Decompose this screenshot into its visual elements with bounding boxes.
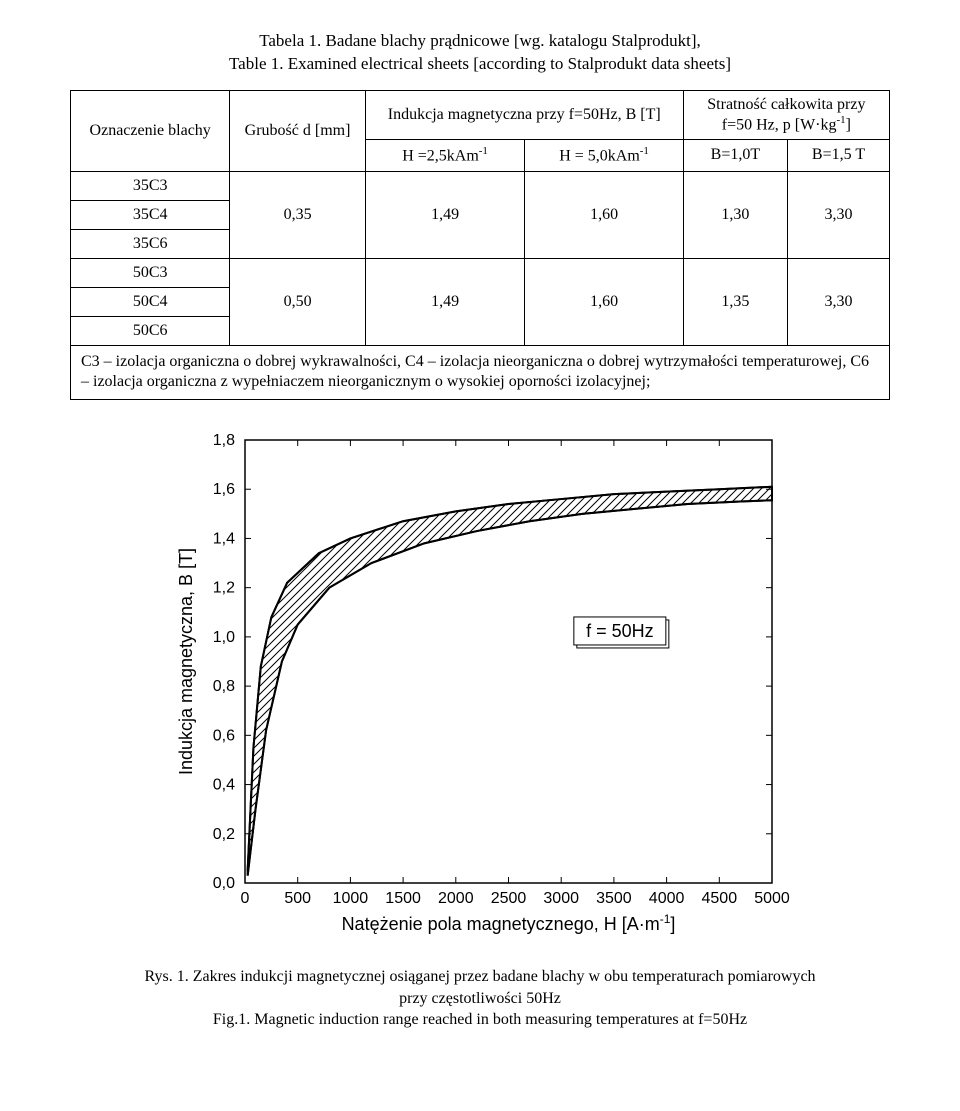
svg-text:0: 0 (241, 890, 250, 907)
table-title: Tabela 1. Badane blachy prądnicowe [wg. … (70, 30, 890, 76)
svg-text:1,4: 1,4 (213, 531, 235, 548)
th-b10: B=1,0T (683, 140, 787, 171)
svg-text:1,2: 1,2 (213, 580, 235, 597)
th-oznaczenie: Oznaczenie blachy (71, 90, 230, 171)
th-stratnosc-group: Stratność całkowita przy f=50 Hz, p [W·k… (683, 90, 889, 139)
cell-h50: 1,60 (525, 171, 683, 258)
cell-label: 35C3 (71, 171, 230, 200)
figure-caption: Rys. 1. Zakres indukcji magnetycznej osi… (70, 966, 890, 1031)
table-row: 50C3 0,50 1,49 1,60 1,35 3,30 (71, 258, 890, 287)
th-indukcja-group: Indukcja magnetyczna przy f=50Hz, B [T] (365, 90, 683, 139)
chart-container: 0 500 1000 1500 2000 2500 3000 3500 4000 4500 5000… (70, 428, 890, 948)
svg-text:3500: 3500 (596, 890, 632, 907)
cell-p10: 1,35 (683, 258, 787, 345)
table-body: 35C3 0,35 1,49 1,60 1,30 3,30 35C4 35C6 … (71, 171, 890, 400)
data-table: Oznaczenie blachy Grubość d [mm] Indukcj… (70, 90, 890, 400)
svg-text:Natężenie pola magnetycznego,: Natężenie pola magnetycznego, H [A·m-1] (342, 912, 676, 934)
svg-text:500: 500 (284, 890, 311, 907)
svg-text:f = 50Hz: f = 50Hz (586, 621, 654, 641)
svg-text:0,8: 0,8 (213, 678, 235, 695)
cell-p10: 1,30 (683, 171, 787, 258)
cell-h25: 1,49 (365, 171, 525, 258)
svg-text:4000: 4000 (649, 890, 685, 907)
table-footnote-row: C3 – izolacja organiczna o dobrej wykraw… (71, 345, 890, 400)
cell-label: 50C3 (71, 258, 230, 287)
svg-text:3000: 3000 (543, 890, 579, 907)
table-title-pl: Tabela 1. Badane blachy prądnicowe [wg. … (70, 30, 890, 53)
th-grubosc: Grubość d [mm] (230, 90, 365, 171)
table-row: 35C3 0,35 1,49 1,60 1,30 3,30 (71, 171, 890, 200)
cell-label: 50C6 (71, 316, 230, 345)
svg-text:4500: 4500 (702, 890, 738, 907)
cell-d: 0,50 (230, 258, 365, 345)
caption-en: Fig.1. Magnetic induction range reached … (70, 1009, 890, 1031)
th-h50: H = 5,0kAm-1 (525, 140, 683, 171)
caption-pl-b: przy częstotliwości 50Hz (70, 988, 890, 1010)
cell-p15: 3,30 (788, 171, 890, 258)
cell-label: 35C6 (71, 229, 230, 258)
svg-text:2500: 2500 (491, 890, 527, 907)
th-h25: H =2,5kAm-1 (365, 140, 525, 171)
svg-text:1000: 1000 (333, 890, 369, 907)
svg-text:1,8: 1,8 (213, 432, 235, 449)
svg-text:0,6: 0,6 (213, 727, 235, 744)
svg-text:1,6: 1,6 (213, 481, 235, 498)
svg-text:1,0: 1,0 (213, 629, 235, 646)
table-title-en: Table 1. Examined electrical sheets [acc… (70, 53, 890, 76)
cell-label: 50C4 (71, 287, 230, 316)
svg-text:0,2: 0,2 (213, 826, 235, 843)
cell-label: 35C4 (71, 200, 230, 229)
svg-text:5000: 5000 (754, 890, 790, 907)
chart: 0 500 1000 1500 2000 2500 3000 3500 4000 4500 5000… (170, 428, 790, 948)
caption-pl-a: Rys. 1. Zakres indukcji magnetycznej osi… (70, 966, 890, 988)
cell-h25: 1,49 (365, 258, 525, 345)
svg-text:1500: 1500 (385, 890, 421, 907)
table-footnote: C3 – izolacja organiczna o dobrej wykraw… (71, 345, 890, 400)
svg-text:2000: 2000 (438, 890, 474, 907)
cell-h50: 1,60 (525, 258, 683, 345)
svg-text:0,4: 0,4 (213, 777, 235, 794)
cell-p15: 3,30 (788, 258, 890, 345)
th-b15: B=1,5 T (788, 140, 890, 171)
svg-text:0,0: 0,0 (213, 875, 235, 892)
svg-text:Indukcja magnetyczna, B [T]: Indukcja magnetyczna, B [T] (176, 548, 196, 775)
cell-d: 0,35 (230, 171, 365, 258)
